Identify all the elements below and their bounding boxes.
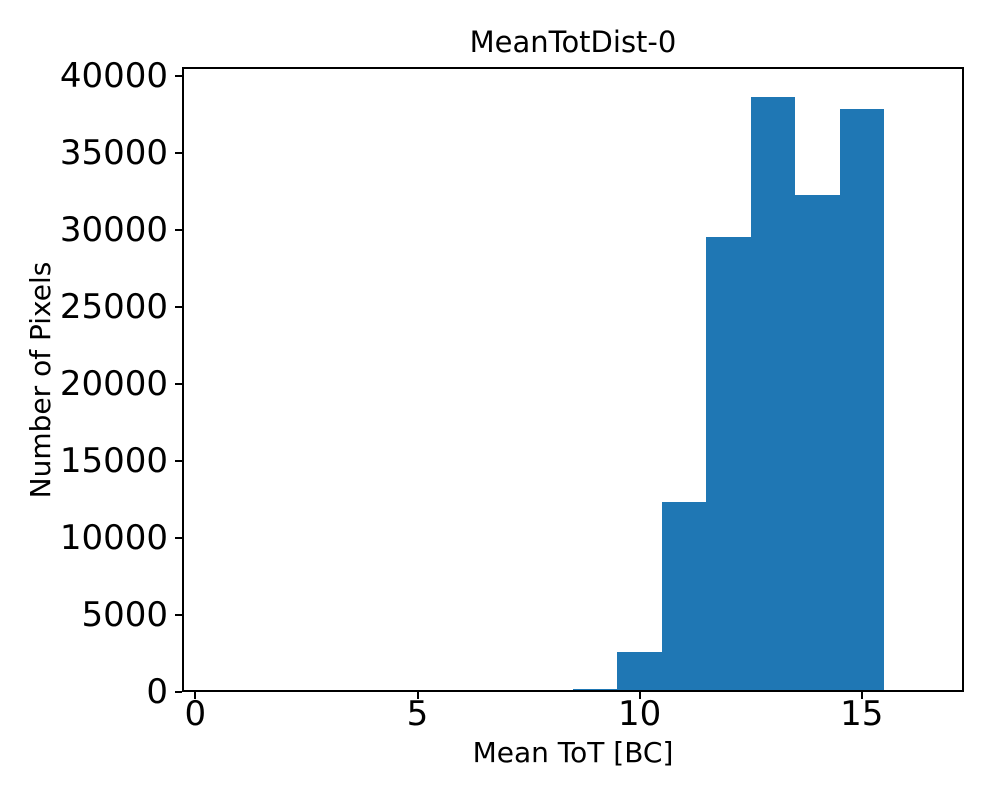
- histogram-bar: [262, 690, 307, 692]
- histogram-bar: [484, 691, 529, 692]
- x-tick-label: 0: [184, 694, 207, 734]
- x-tick-mark: [194, 692, 197, 699]
- y-tick-label: 20000: [59, 364, 168, 405]
- x-tick-mark: [416, 692, 419, 699]
- histogram-bar: [839, 109, 884, 692]
- histogram-bar: [795, 194, 840, 692]
- chart-title: MeanTotDist-0: [469, 25, 677, 59]
- plot-area: [182, 67, 964, 692]
- y-tick-mark: [175, 460, 182, 463]
- histogram-bar: [350, 691, 396, 692]
- y-tick-label: 40000: [59, 56, 168, 97]
- x-axis-label: Mean ToT [BC]: [472, 736, 674, 769]
- y-tick-mark: [175, 229, 182, 232]
- histogram-bar: [528, 691, 573, 692]
- x-tick-mark: [638, 692, 641, 699]
- y-tick-label: 35000: [59, 133, 168, 174]
- y-tick-label: 25000: [59, 287, 168, 328]
- y-tick-mark: [175, 306, 182, 309]
- y-tick-mark: [175, 614, 182, 616]
- histogram-bar: [661, 501, 707, 692]
- y-tick-label: 5000: [81, 595, 168, 635]
- y-tick-label: 30000: [59, 210, 168, 251]
- histogram-bar: [750, 96, 796, 692]
- x-tick-mark: [860, 692, 863, 699]
- histogram-bar: [617, 652, 662, 692]
- y-axis-label: Number of Pixels: [24, 261, 57, 499]
- y-tick-mark: [175, 383, 182, 386]
- histogram-bar: [573, 689, 618, 692]
- histogram-bar: [706, 237, 751, 692]
- y-tick-label: 10000: [59, 518, 168, 559]
- y-tick-mark: [175, 537, 182, 540]
- x-tick-label: 15: [840, 694, 884, 734]
- y-tick-mark: [175, 152, 182, 155]
- y-tick-label: 15000: [59, 441, 168, 482]
- x-tick-label: 5: [406, 694, 429, 734]
- y-tick-label: 0: [146, 672, 168, 712]
- x-tick-label: 10: [617, 694, 662, 734]
- histogram-bar: [439, 691, 485, 692]
- y-tick-mark: [175, 691, 182, 693]
- y-tick-mark: [175, 75, 182, 78]
